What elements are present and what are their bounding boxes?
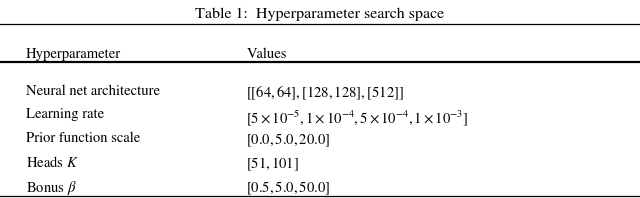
Text: $[0.5, 5.0, 50.0]$: $[0.5, 5.0, 50.0]$ xyxy=(246,179,331,197)
Text: Hyperparameter: Hyperparameter xyxy=(26,48,121,61)
Text: Bonus $\beta$: Bonus $\beta$ xyxy=(26,179,76,197)
Text: Learning rate: Learning rate xyxy=(26,108,104,121)
Text: Values: Values xyxy=(246,48,287,61)
Text: Neural net architecture: Neural net architecture xyxy=(26,84,159,98)
Text: $[51, 101]$: $[51, 101]$ xyxy=(246,155,300,173)
Text: Heads $K$: Heads $K$ xyxy=(26,155,78,170)
Text: $[5 \times 10^{-5}, 1 \times 10^{-4}, 5 \times 10^{-4}, 1 \times 10^{-3}]$: $[5 \times 10^{-5}, 1 \times 10^{-4}, 5 … xyxy=(246,108,468,128)
Text: Table 1:  Hyperparameter search space: Table 1: Hyperparameter search space xyxy=(195,8,445,21)
Text: $[[64, 64], [128, 128], [512]]$: $[[64, 64], [128, 128], [512]]$ xyxy=(246,84,404,102)
Text: Prior function scale: Prior function scale xyxy=(26,132,140,145)
Text: $[0.0, 5.0, 20.0]$: $[0.0, 5.0, 20.0]$ xyxy=(246,132,331,149)
